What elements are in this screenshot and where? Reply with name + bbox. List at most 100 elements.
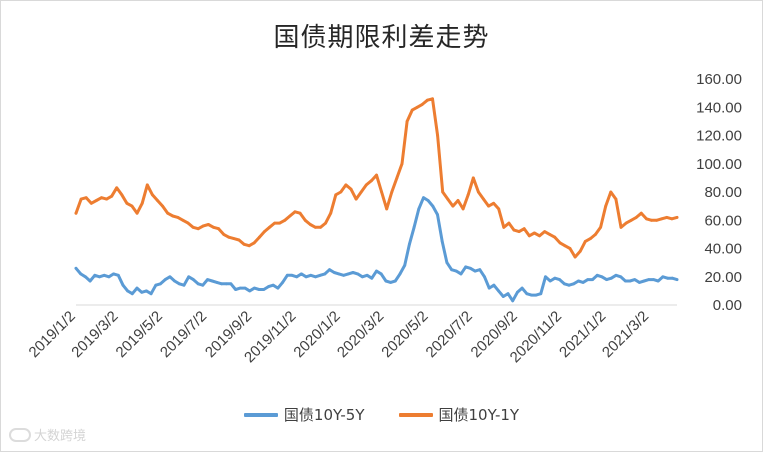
data-point [567,283,571,287]
data-point [517,230,521,234]
data-point [258,235,261,239]
data-point [140,290,144,294]
data-point [262,288,266,291]
data-point [482,197,485,201]
data-point [196,282,200,286]
data-point [328,268,331,272]
data-point [390,190,394,194]
data-point [177,282,181,286]
data-point [121,283,125,287]
data-point [130,204,134,208]
data-point [344,183,348,187]
data-point [548,233,552,236]
data-point [650,218,653,222]
data-point [220,282,224,286]
data-point [247,244,251,248]
data-point [293,210,297,214]
data-point [410,108,414,112]
data-point [212,225,215,229]
data-point [412,225,416,229]
data-point [562,282,566,286]
data-point [511,299,515,303]
data-point [161,204,165,208]
y-tick-label: 140.00 [696,99,742,116]
data-point [156,199,159,202]
data-point [440,240,444,243]
y-tick-label: 160.00 [696,71,742,88]
legend-label-10y-5y: 国债10Y-5Y [283,406,365,424]
data-point [309,273,313,277]
data-point [466,193,470,197]
data-point [192,278,195,281]
data-point [304,275,308,279]
data-point [599,225,602,229]
data-point [234,288,238,291]
data-point [652,278,655,281]
data-point [201,224,205,228]
legend-item-10y-5y[interactable]: 国债10Y-5Y [243,404,365,425]
x-tick-label: 2020/3/2 [334,308,387,361]
data-point [405,120,409,123]
y-tick-label: 80.00 [704,184,742,201]
data-point [609,190,613,194]
y-tick-label: 0.00 [713,297,742,314]
data-point [553,235,557,239]
data-point [675,216,679,219]
data-point [572,282,576,286]
data-point [400,162,404,166]
data-point [359,190,363,194]
data-point [125,201,129,205]
data-point [459,272,463,276]
data-point [115,186,119,190]
data-point [539,292,543,296]
data-point [634,216,638,219]
y-tick-label: 100.00 [696,156,742,173]
y-tick-label: 120.00 [696,128,742,145]
data-point [624,221,628,225]
data-point [516,290,519,294]
data-point [670,276,674,280]
data-point [257,288,261,291]
legend-item-10y-1y[interactable]: 国债10Y-1Y [398,404,519,425]
data-point [501,295,505,298]
data-point [661,275,665,279]
data-point [675,278,679,281]
data-point [79,272,83,276]
data-point [324,221,327,225]
data-point [222,233,226,236]
data-point [670,217,674,221]
data-point [95,199,98,202]
data-point [135,211,139,215]
data-point [303,218,307,222]
x-tick-label: 2020/7/2 [423,308,476,361]
series-points-2 [74,97,679,259]
data-point [624,279,627,283]
data-point [577,279,580,283]
x-tick-label: 2019/3/2 [68,308,121,361]
data-point [120,193,124,197]
x-tick-label: 2019/1/2 [26,308,79,361]
data-point [533,231,536,235]
data-point [173,279,177,283]
data-point [283,218,287,222]
data-point [237,238,241,242]
data-point [314,225,317,229]
data-point [140,201,144,205]
data-point [105,197,108,201]
data-point [647,278,651,281]
data-point [332,271,336,274]
data-point [145,183,149,187]
data-point [346,272,350,276]
data-point [422,196,425,200]
series-layer [74,97,679,303]
data-point [295,275,299,279]
data-point [450,268,453,272]
x-tick-label: 2020/5/2 [378,308,431,361]
data-point [217,227,221,231]
data-point [666,276,669,280]
data-point [370,179,373,183]
series-points-1 [74,196,679,303]
data-point [242,242,246,246]
data-point [334,193,338,197]
